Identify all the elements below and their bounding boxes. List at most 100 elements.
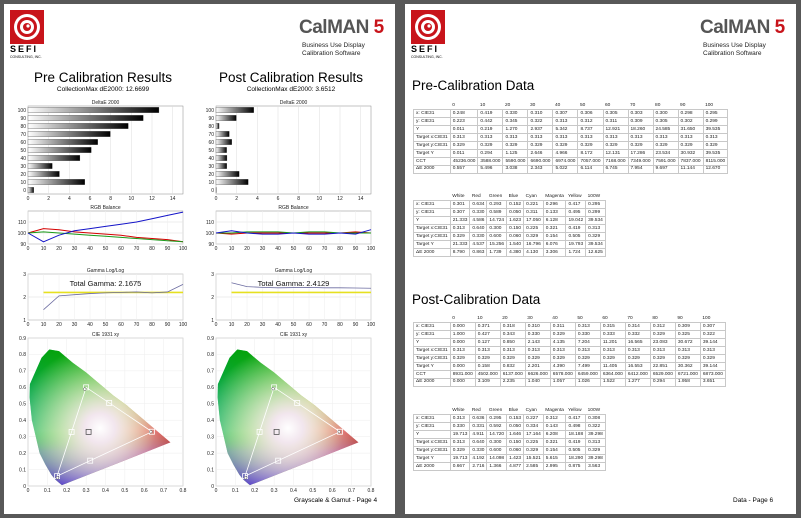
cie-locus-whitepoint-glow xyxy=(217,349,359,486)
deltae-bar xyxy=(27,147,92,153)
row-label: Target y:CIE31 xyxy=(413,445,451,455)
row-label: Y xyxy=(413,216,451,226)
gamut-target-cyan xyxy=(68,428,75,435)
deltae-bar xyxy=(215,115,237,121)
table-cell: 31.650 xyxy=(677,125,704,135)
x-tick-label: 0 xyxy=(215,488,218,494)
table-cell: 0.313 xyxy=(502,133,529,142)
row-label: Y xyxy=(413,125,451,135)
row-label: Target x:CIE31 xyxy=(413,224,451,233)
column-header xyxy=(414,102,451,110)
y-tick-label: 90 xyxy=(20,116,26,122)
table-cell: 0.417 xyxy=(565,200,587,210)
table-cell: 18.260 xyxy=(627,125,654,135)
chart-title: CIE 1931 xy xyxy=(92,332,120,338)
table-cell: 8.172 xyxy=(577,148,604,158)
table-cell: 0.248 xyxy=(449,109,479,119)
table-cell: 2.646 xyxy=(527,148,554,158)
table-cell: 7.954 xyxy=(627,164,654,174)
table-cell: 0.313 xyxy=(449,224,471,233)
table-cell: 0.505 xyxy=(565,231,587,241)
chart-title: DeltaE 2000 xyxy=(92,100,120,106)
table-cell: 4.586 xyxy=(469,216,488,226)
table-cell: 7.204 xyxy=(574,338,601,348)
table-cell: 23.083 xyxy=(649,338,676,348)
column-header: 50 xyxy=(579,103,586,109)
table-cell: 0.225 xyxy=(523,438,544,447)
table-cell: 0.313 xyxy=(549,346,576,355)
table-row: Target y:CIE31 0.329 0.330 0.600 0.060 0.329 0… xyxy=(413,445,606,455)
y-tick-label: 60 xyxy=(208,140,214,146)
table-cell: 0.150 xyxy=(506,438,525,447)
x-tick-label: 90 xyxy=(165,246,171,252)
x-tick-label: 0.8 xyxy=(368,488,375,494)
measured-point-blue xyxy=(244,476,248,480)
table-cell: 0.329 xyxy=(599,353,626,363)
table-cell: 19.713 xyxy=(449,453,471,463)
table-cell: 0.307 xyxy=(699,322,726,332)
table-cell: 0.294 xyxy=(477,148,504,158)
whitepoint-target xyxy=(85,428,92,435)
x-tick-label: 40 xyxy=(275,246,281,252)
table-cell: 4.390 xyxy=(549,361,576,371)
x-tick-label: 4 xyxy=(256,196,259,202)
table-header-row: White Red Green Blue Cyan Magenta Yellow 100W xyxy=(414,193,606,201)
deltae-bar xyxy=(215,163,227,169)
table-cell: 0.329 xyxy=(527,140,554,150)
x-tick-label: 2 xyxy=(235,196,238,202)
table-cell: 0.495 xyxy=(565,208,587,218)
table-cell: 1.623 xyxy=(506,216,525,226)
product-subtitle: Business Use Display Calibration Software xyxy=(302,42,365,58)
x-tick-label: 6 xyxy=(277,196,280,202)
pre-collection-max: CollectionMax dE2000: 12.6699 xyxy=(56,86,150,93)
x-tick-label: 30 xyxy=(72,322,78,328)
table-cell: 0.050 xyxy=(506,422,525,432)
y-tick-label: 60 xyxy=(20,140,26,146)
table-cell: 4.380 xyxy=(506,247,525,257)
x-tick-label: 30 xyxy=(260,246,266,252)
table-row: Target Y 0.011 0.294 1.125 2.646 4.966 8.172 12… xyxy=(413,148,729,158)
table-cell: 0.313 xyxy=(474,346,501,355)
post-color-table: White Red Green Blue Cyan Magenta Yellow 100W x:… xyxy=(413,407,606,471)
x-tick-label: 0.8 xyxy=(180,488,187,494)
y-tick-label: 0.5 xyxy=(19,402,26,408)
y-tick-label: 10 xyxy=(208,180,214,186)
row-label: y: CIE31 xyxy=(413,330,451,340)
table-cell: 0.640 xyxy=(469,224,488,233)
table-cell: 0.296 xyxy=(542,200,567,210)
y-tick-label: 0.9 xyxy=(207,336,214,342)
table-cell: 0.143 xyxy=(542,422,567,432)
table-cell: 17.164 xyxy=(523,430,544,440)
table-cell: 21.333 xyxy=(449,216,471,226)
table-cell: 0.310 xyxy=(524,322,551,332)
table-row: x: CIE31 0.301 0.634 0.293 0.152 0.221 0.296 0.… xyxy=(413,200,606,210)
table-cell: 0.329 xyxy=(585,231,606,241)
column-header: 30 xyxy=(527,316,533,322)
table-cell: 0.313 xyxy=(449,414,471,424)
logo-subtext: CONSULTING, INC. xyxy=(411,55,443,59)
sefi-logo xyxy=(10,10,44,44)
table-cell: 0.313 xyxy=(627,133,654,142)
y-tick-label: 0.8 xyxy=(207,352,214,358)
column-header: Magenta xyxy=(545,194,564,200)
page-footer: Grayscale & Gamut - Page 4 xyxy=(294,497,378,504)
post-grayscale-table: 0 10 20 30 40 50 60 70 80 90 100 x: CIE31 0.000 0.371… xyxy=(413,315,726,387)
table-row: ΔE 2000 0.667 2.716 1.366 4.877 2.585 2.995 0.8… xyxy=(413,461,606,471)
table-cell: 7591.000 xyxy=(652,156,679,166)
table-cell: 23.534 xyxy=(652,148,679,158)
table-cell: 3.563 xyxy=(585,461,606,471)
table-cell: 0.329 xyxy=(574,353,601,363)
x-tick-label: 90 xyxy=(353,322,359,328)
x-tick-label: 80 xyxy=(149,246,155,252)
product-subtitle: Business Use Display Calibration Software xyxy=(703,42,766,58)
x-tick-label: 0.6 xyxy=(141,488,148,494)
column-header: Cyan xyxy=(525,408,537,414)
table-header-row: White Red Green Blue Cyan Magenta Yellow 100W xyxy=(414,407,606,415)
table-cell: 30.362 xyxy=(674,361,701,371)
row-label: CCT xyxy=(413,369,451,379)
table-cell: 2.585 xyxy=(523,461,544,471)
x-tick-label: 0.1 xyxy=(232,488,239,494)
table-cell: 0.313 xyxy=(524,346,551,355)
x-tick-label: 40 xyxy=(87,246,93,252)
table-cell: 39.535 xyxy=(702,148,729,158)
